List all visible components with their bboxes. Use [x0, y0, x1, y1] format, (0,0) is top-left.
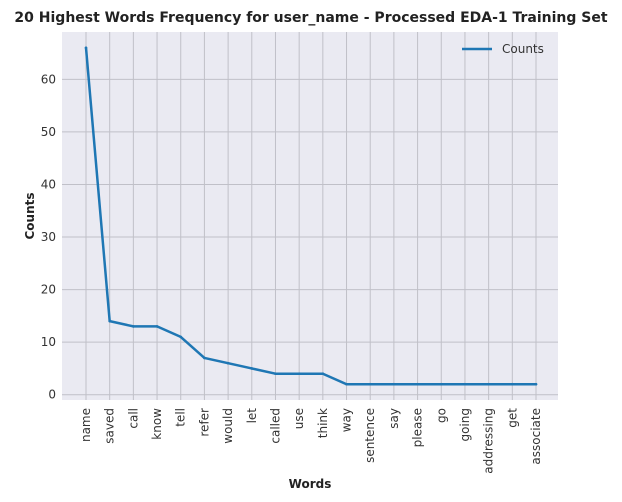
y-axis-ticks: 0 10 20 30 40 50 60 [41, 72, 56, 401]
data-point [274, 372, 277, 376]
data-point [345, 382, 348, 386]
x-tick-label: call [126, 408, 140, 429]
data-point [132, 325, 135, 328]
data-point [368, 382, 372, 386]
y-tick-label: 30 [41, 230, 56, 244]
legend-label: Counts [502, 42, 544, 56]
plot-area [62, 32, 558, 400]
x-tick-label: saved [103, 408, 117, 444]
data-point [439, 382, 443, 386]
chart-title: 20 Highest Words Frequency for user_name… [14, 10, 607, 26]
x-tick-label: please [411, 408, 425, 447]
x-tick-label: addressing [482, 408, 496, 474]
data-point [155, 325, 159, 328]
data-point [179, 335, 183, 339]
data-point [416, 382, 419, 386]
y-tick-label: 40 [41, 177, 56, 191]
x-tick-label: would [221, 408, 235, 444]
x-tick-label: way [340, 408, 354, 432]
x-tick-label: going [458, 408, 472, 442]
grid [62, 32, 558, 400]
y-tick-label: 10 [41, 335, 56, 349]
series-layer [84, 46, 538, 386]
data-point [203, 356, 206, 360]
x-tick-label: know [150, 408, 164, 440]
x-tick-label: use [292, 408, 306, 429]
series-line [84, 46, 538, 386]
x-tick-label: associate [529, 408, 543, 465]
x-tick-label: called [268, 408, 282, 444]
legend: Counts [462, 42, 544, 56]
x-tick-label: tell [174, 408, 188, 427]
y-tick-label: 20 [41, 283, 56, 297]
x-tick-label: refer [197, 408, 211, 437]
x-tick-label: name [79, 408, 93, 442]
x-tick-label: go [434, 408, 448, 423]
x-tick-label: let [245, 408, 259, 424]
x-axis-label: Words [289, 477, 332, 491]
y-tick-label: 0 [48, 388, 56, 402]
y-tick-label: 60 [41, 72, 56, 86]
x-tick-label: say [387, 408, 401, 429]
x-tick-label: get [505, 408, 519, 428]
x-tick-label: sentence [363, 408, 377, 463]
data-point [511, 382, 514, 386]
data-point [463, 382, 467, 386]
data-point [487, 382, 490, 386]
data-point [297, 372, 301, 376]
data-point [534, 382, 538, 386]
data-point [321, 372, 325, 376]
x-axis-ticks: name saved call know tell refer would let called… [79, 408, 543, 474]
data-point [392, 382, 396, 386]
y-axis-label: Counts [23, 192, 37, 239]
data-point [84, 46, 88, 50]
data-point [226, 361, 230, 365]
data-point [250, 367, 254, 370]
y-tick-label: 50 [41, 125, 56, 139]
data-point [108, 319, 111, 323]
x-tick-label: think [316, 408, 330, 438]
